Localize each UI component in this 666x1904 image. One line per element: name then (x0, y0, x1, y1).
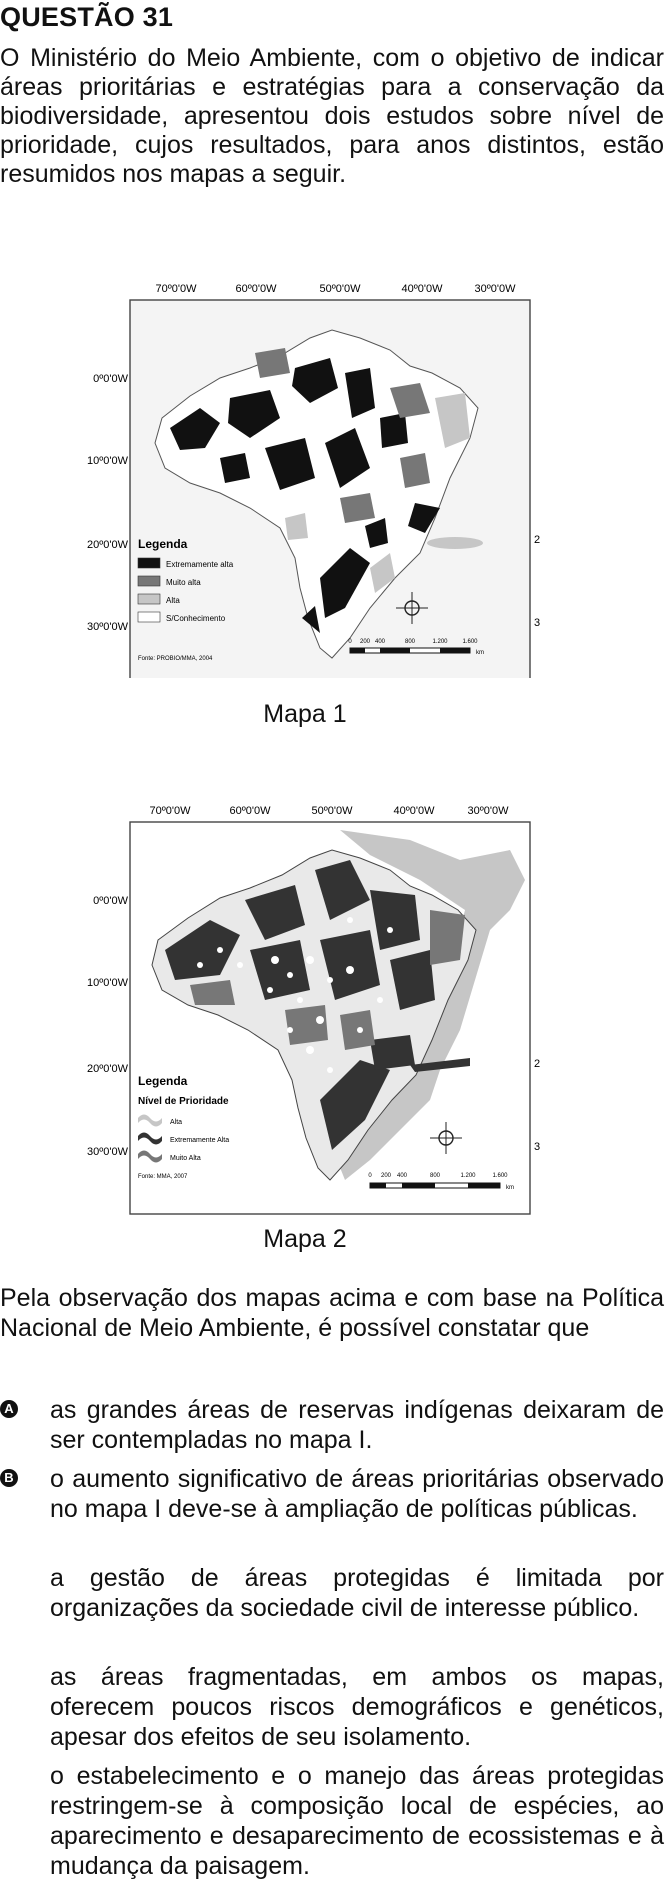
map-2-scale-bar: 0 200 400 800 1.200 1.600 km (368, 1173, 514, 1191)
map-1-top-label: 30º0'0W (475, 283, 517, 295)
map-2-figure: 70º0'0W 60º0'0W 50º0'0W 40º0'0W 30º0'0W … (87, 805, 540, 1215)
map-1-scale-label: 0 (348, 639, 352, 645)
map-2-left-label: 0º0'0W (93, 895, 128, 907)
map-1-scale-bar: 0 200 400 800 1.200 1.600 km (348, 639, 484, 656)
map-2-scale-unit: km (506, 1185, 514, 1191)
map-1-legend-title: Legenda (138, 537, 188, 551)
map-2-top-label: 40º0'0W (394, 805, 436, 817)
map-1-scale-label: 400 (375, 639, 386, 645)
map-1-scale-unit: km (476, 650, 484, 656)
map-2-white-specks (197, 917, 393, 1073)
question-title: QUESTÃO 31 (0, 2, 174, 32)
map-1-left-label: 0º0'0W (93, 373, 128, 385)
map-1-top-label: 50º0'0W (320, 283, 362, 295)
map-1-right-label: 20º0'0W (534, 534, 540, 546)
map-2-scale-label: 200 (381, 1173, 392, 1179)
map-1-caption: Mapa 1 (263, 700, 347, 728)
map-2-top-label: 70º0'0W (150, 805, 192, 817)
map-2-scale-label: 1.200 (460, 1173, 476, 1179)
option-c[interactable]: a gestão de áreas protegidas é limitada … (0, 1563, 664, 1623)
option-letter-a: A (0, 1400, 18, 1418)
map-2-scale-label: 800 (430, 1173, 441, 1179)
map-1-legend-swatch (137, 611, 161, 623)
compass-rose-icon (396, 592, 428, 624)
map-2-legend-swatch (138, 1150, 162, 1163)
option-text: as áreas fragmentadas, em ambos os mapas… (50, 1663, 664, 1751)
map-1-priority-patches (170, 358, 440, 633)
map-2-left-label: 30º0'0W (87, 1146, 129, 1158)
map-2-legend-subtitle: Nível de Prioridade (138, 1096, 229, 1107)
map-2-scale-label: 400 (397, 1173, 408, 1179)
map-1-legend-swatch (137, 593, 161, 605)
map-2: 70º0'0W 60º0'0W 50º0'0W 40º0'0W 30º0'0W … (70, 800, 540, 1260)
map-1-left-label: 30º0'0W (87, 621, 129, 633)
map-2-legend-title: Legenda (138, 1074, 188, 1088)
map-2-right-label: 30º0'0W (534, 1141, 540, 1153)
map-1-priority-patches-medium (255, 348, 430, 523)
map-2-priority-patches-medium (190, 910, 465, 1050)
map-1-legend-label: Muito alta (166, 578, 201, 587)
map-2-priority-patches (165, 860, 470, 1150)
map-2-legend-swatch (138, 1114, 162, 1127)
map-1: 70º0'0W 60º0'0W 50º0'0W 40º0'0W 30º0'0W … (70, 278, 540, 728)
map-1-scale-label: 1.600 (462, 639, 478, 645)
option-d[interactable]: as áreas fragmentadas, em ambos os mapas… (0, 1662, 664, 1752)
map-1-legend-swatch (137, 575, 161, 587)
option-e[interactable]: o estabelecimento e o manejo das áreas p… (0, 1761, 664, 1881)
map-1-top-label: 60º0'0W (236, 283, 278, 295)
map-2-source: Fonte: MMA, 2007 (138, 1174, 188, 1180)
option-b[interactable]: B o aumento significativo de áreas prior… (0, 1464, 664, 1524)
option-text: o estabelecimento e o manejo das áreas p… (50, 1762, 664, 1880)
map-2-scale-label: 0 (368, 1173, 372, 1179)
option-a[interactable]: A as grandes áreas de reservas indígenas… (0, 1395, 664, 1455)
map-2-left-label: 10º0'0W (87, 977, 129, 989)
map-2-scale-label: 1.600 (492, 1173, 508, 1179)
map-2-top-label: 60º0'0W (230, 805, 272, 817)
map-1-right-label: 30º0'0W (534, 617, 540, 629)
map-2-legend-label: Alta (170, 1119, 182, 1126)
map-1-scale-label: 200 (360, 639, 371, 645)
question-intro: O Ministério do Meio Ambiente, com o obj… (0, 44, 664, 188)
map-2-caption: Mapa 2 (263, 1225, 347, 1253)
option-text: a gestão de áreas protegidas é limitada … (50, 1564, 664, 1622)
map-2-left-label: 20º0'0W (87, 1063, 129, 1075)
map-1-left-label: 20º0'0W (87, 539, 129, 551)
map-2-top-label: 30º0'0W (468, 805, 510, 817)
option-text: o aumento significativo de áreas priorit… (50, 1465, 664, 1523)
map-1-scale-label: 1.200 (432, 639, 448, 645)
map-1-legend-label: S/Conhecimento (166, 614, 226, 623)
map-2-legend-label: Extremamente Alta (170, 1137, 229, 1144)
option-text: as grandes áreas de reservas indígenas d… (50, 1396, 664, 1454)
compass-rose-icon (430, 1122, 462, 1154)
map-1-scale-label: 800 (405, 639, 416, 645)
map-1-legend-label: Extremamente alta (166, 560, 234, 569)
map-1-left-label: 10º0'0W (87, 455, 129, 467)
map-1-figure: 70º0'0W 60º0'0W 50º0'0W 40º0'0W 30º0'0W … (87, 283, 540, 678)
map-1-top-label: 70º0'0W (156, 283, 198, 295)
map-2-top-label: 50º0'0W (312, 805, 354, 817)
map-2-legend-swatch (138, 1132, 162, 1145)
map-2-legend-label: Muito Alta (170, 1155, 201, 1162)
map-1-source: Fonte: PROBIO/MMA, 2004 (138, 656, 213, 662)
question-stem: Pela observação dos mapas acima e com ba… (0, 1284, 664, 1342)
map-1-top-label: 40º0'0W (402, 283, 444, 295)
map-1-legend-label: Alta (166, 596, 180, 605)
map-1-legend-swatch (137, 557, 161, 569)
map-1-priority-patches-light (285, 393, 483, 593)
option-letter-b: B (0, 1469, 18, 1487)
map-2-right-label: 20º0'0W (534, 1058, 540, 1070)
